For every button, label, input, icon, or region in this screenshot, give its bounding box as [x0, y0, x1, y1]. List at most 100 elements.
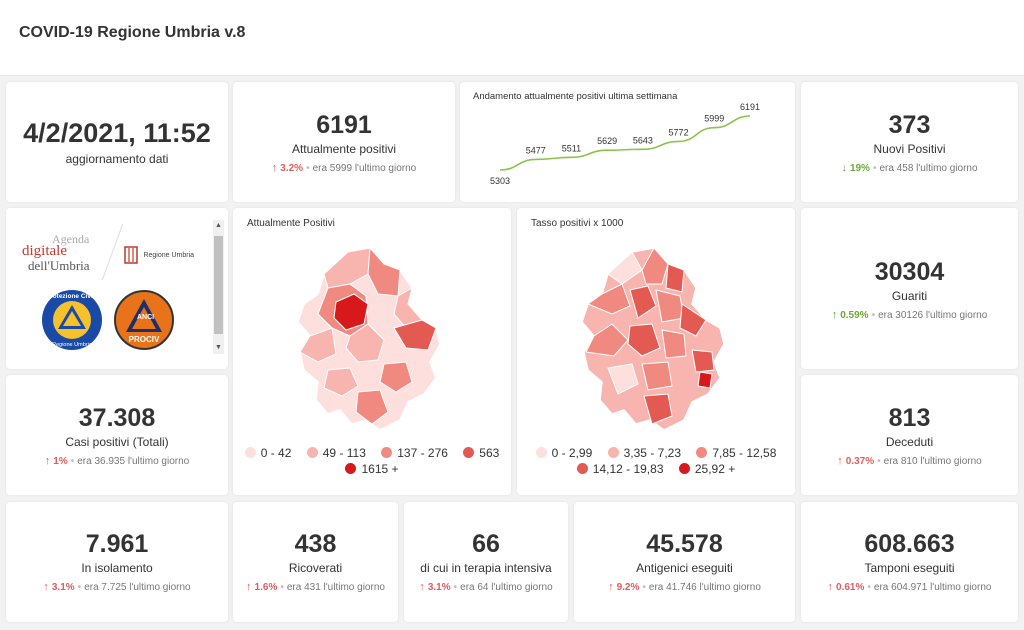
trend-data-label: 5643 — [633, 135, 653, 145]
terapia-card: 66 di cui in terapia intensiva ↑ 3.1% • era… — [404, 502, 568, 622]
ricoverati-pct: 1.6% — [254, 582, 278, 593]
terapia-pct: 3.1% — [427, 582, 451, 593]
legend-item: 3,35 - 7,23 — [607, 446, 681, 460]
terapia-prev: era 64 l'ultimo giorno — [460, 582, 553, 593]
guariti-label: Guariti — [891, 289, 928, 303]
terapia-label: di cui in terapia intensiva — [420, 561, 552, 575]
ricoverati-card: 438 Ricoverati ↑ 1.6% • era 431 l'ultimo gi… — [233, 502, 398, 622]
anci-text: ANCI — [137, 314, 154, 321]
update-datetime: 4/2/2021, 11:52 — [23, 118, 211, 148]
protezione-bottom-text: Regione Umbria — [52, 342, 93, 348]
antigenici-prev: era 41.746 l'ultimo giorno — [648, 582, 761, 593]
legend-item: 49 - 113 — [306, 446, 366, 460]
logos-scrollbar[interactable]: ▲ ▼ — [213, 220, 224, 354]
map-tasso-umbria[interactable] — [572, 244, 752, 434]
guariti-pct: 0.59% — [840, 310, 869, 321]
legend-swatch — [244, 447, 256, 458]
legend-swatch — [607, 447, 619, 458]
isolamento-label: In isolamento — [81, 561, 153, 575]
tamponi-value: 608.663 — [864, 530, 955, 558]
nuovi-prev: era 458 l'ultimo giorno — [879, 163, 978, 174]
casi-trend: ↑ 1% • era 36.935 l'ultimo giorno — [6, 455, 228, 467]
legend-item: 1615 + — [345, 462, 399, 476]
trend-data-label: 5511 — [562, 143, 581, 153]
dot-separator: • — [871, 310, 876, 321]
map-positivi-card: Attualmente Positivi 0 - 42 49 - 113 137… — [233, 208, 511, 495]
legend-label: 1615 + — [361, 462, 399, 476]
legend-label: 137 - 276 — [397, 446, 448, 460]
legend-swatch — [345, 463, 357, 474]
map-tasso-card: Tasso positivi x 1000 0 - 2,99 3,35 - 7,… — [517, 208, 795, 495]
trend-data-label: 5999 — [704, 114, 724, 124]
positivi-trend: ↑ 3.2% • era 5999 l'ultimo giorno — [233, 162, 455, 174]
legend-label: 49 - 113 — [322, 446, 366, 460]
casi-value: 37.308 — [78, 404, 156, 432]
header-bar: COVID-19 Regione Umbria v.8 — [0, 0, 1024, 76]
dot-separator: • — [70, 456, 75, 467]
map-positivi-legend: 0 - 42 49 - 113 137 - 276 563 1615 + — [233, 446, 511, 476]
scroll-up-arrow-icon[interactable]: ▲ — [215, 222, 222, 229]
antigenici-card: 45.578 Antigenici eseguiti ↑ 9.2% • era 41.… — [574, 502, 795, 622]
legend-swatch — [576, 463, 588, 474]
legend-label: 0 - 42 — [260, 446, 292, 460]
nuovi-label: Nuovi Positivi — [873, 142, 946, 156]
trend-data-label: 5303 — [490, 176, 510, 186]
regione-umbria-logo: Regione Umbria — [124, 246, 194, 264]
legend-swatch — [381, 447, 393, 458]
legend-swatch — [463, 447, 475, 458]
dot-separator: • — [877, 456, 881, 467]
legend-item: 137 - 276 — [381, 446, 448, 460]
ricoverati-prev: era 431 l'ultimo giorno — [286, 582, 385, 593]
trend-chart-card: Andamento attualmente positivi ultima se… — [460, 82, 795, 202]
regione-text: Regione Umbria — [143, 251, 195, 259]
map-positivi-umbria[interactable] — [288, 244, 468, 434]
dot-separator: • — [872, 163, 877, 174]
deceduti-card: 813 Deceduti ↑ 0.37% • era 810 l'ultimo gio… — [801, 375, 1018, 495]
arrow-up-icon: ↑ — [43, 581, 49, 593]
map-tasso-legend: 0 - 2,99 3,35 - 7,23 7,85 - 12,58 14,12 … — [517, 446, 795, 476]
guariti-value: 30304 — [874, 258, 945, 286]
ricoverati-label: Ricoverati — [288, 561, 343, 575]
casi-prev: era 36.935 l'ultimo giorno — [77, 456, 190, 467]
casi-card: 37.308 Casi positivi (Totali) ↑ 1% • era 36… — [6, 375, 228, 495]
positivi-label: Attualmente positivi — [291, 142, 397, 156]
guariti-trend: ↑ 0.59% • era 30126 l'ultimo giorno — [801, 309, 1018, 321]
legend-item: 0 - 2,99 — [535, 446, 592, 460]
isolamento-value: 7.961 — [85, 530, 149, 558]
trend-line-chart: Andamento attualmente positivi ultima se… — [473, 91, 760, 186]
legend-label: 563 — [479, 446, 500, 460]
arrow-up-icon: ↑ — [246, 581, 252, 593]
legend-swatch — [306, 447, 318, 458]
positivi-pct: 3.2% — [280, 163, 304, 174]
agenda-text: Agenda — [52, 232, 90, 246]
update-card: 4/2/2021, 11:52 aggiornamento dati — [6, 82, 228, 202]
legend-label: 25,92 + — [694, 462, 736, 476]
scroll-thumb[interactable] — [214, 236, 223, 334]
nuovi-card: 373 Nuovi Positivi ↓ 19% • era 458 l'ultimo… — [801, 82, 1018, 202]
deceduti-trend: ↑ 0.37% • era 810 l'ultimo giorno — [801, 455, 1018, 467]
map-positivi-title: Attualmente Positivi — [247, 218, 335, 229]
positivi-value: 6191 — [316, 111, 372, 139]
legend-item: 25,92 + — [678, 462, 736, 476]
dot-separator: • — [867, 582, 871, 593]
tamponi-card: 608.663 Tamponi eseguiti ↑ 0.61% • era 604.… — [801, 502, 1018, 622]
ricoverati-trend: ↑ 1.6% • era 431 l'ultimo giorno — [233, 581, 398, 593]
legend-swatch — [535, 447, 547, 458]
arrow-up-icon: ↑ — [44, 455, 51, 467]
page-title: COVID-19 Regione Umbria v.8 — [19, 24, 246, 41]
terapia-value: 66 — [472, 530, 500, 558]
protezione-civile-logo: Protezione Civile Regione Umbria — [42, 290, 102, 350]
terapia-trend: ↑ 3.1% • era 64 l'ultimo giorno — [404, 581, 568, 593]
legend-swatch — [678, 463, 690, 474]
antigenici-value: 45.578 — [646, 530, 723, 558]
trend-chart-title: Andamento attualmente positivi ultima se… — [473, 91, 678, 102]
tamponi-prev: era 604.971 l'ultimo giorno — [873, 582, 992, 593]
antigenici-label: Antigenici eseguiti — [636, 561, 733, 575]
anci-prociv-logo: ANCI PROCIV — [114, 290, 174, 350]
legend-label: 14,12 - 19,83 — [592, 462, 664, 476]
deceduti-label: Deceduti — [885, 435, 934, 449]
arrow-up-icon: ↑ — [271, 162, 278, 174]
arrow-up-icon: ↑ — [831, 309, 838, 321]
tamponi-label: Tamponi eseguiti — [864, 561, 955, 575]
scroll-down-arrow-icon[interactable]: ▼ — [215, 344, 222, 351]
